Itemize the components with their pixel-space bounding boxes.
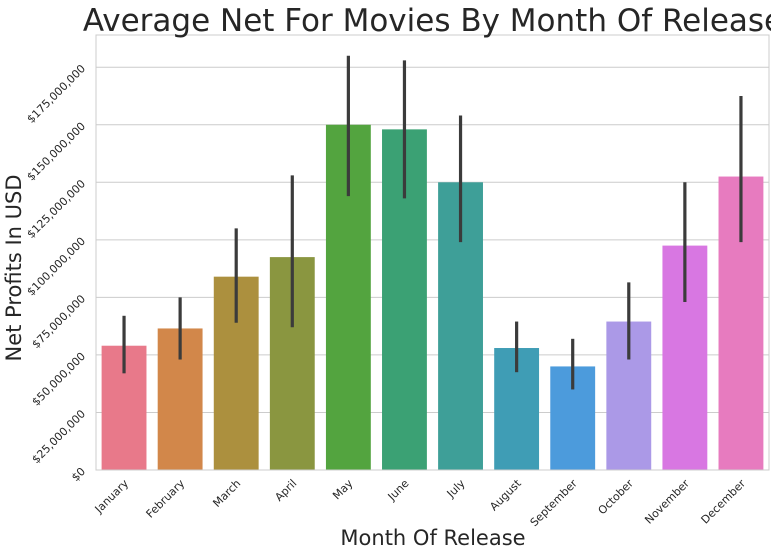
plot-frame (95, 34, 770, 471)
y-tick-label: $0 (69, 465, 88, 484)
x-axis-label: Month Of Release (340, 526, 525, 550)
bars (101, 124, 764, 471)
y-axis-label: Net Profits In USD (2, 175, 26, 362)
x-tick-label: March (210, 477, 243, 510)
x-tick-label: April (272, 477, 299, 504)
x-tick-label: June (385, 477, 412, 504)
x-tick-label: January (92, 477, 132, 517)
y-tick-label: $150,000,000 (24, 120, 88, 184)
y-tick-label: $100,000,000 (24, 235, 88, 299)
x-tick-label: December (699, 477, 749, 527)
x-tick-label: May (330, 477, 356, 503)
error-bars (122, 55, 743, 390)
grid (96, 66, 769, 471)
x-tick-label: November (642, 477, 692, 527)
x-tick-label: August (487, 476, 524, 513)
x-tick-label: October (596, 477, 637, 518)
x-tick-label: September (528, 477, 581, 530)
y-tick-label: $50,000,000 (29, 350, 88, 409)
y-tick-label: $75,000,000 (29, 292, 88, 351)
chart-title: Average Net For Movies By Month Of Relea… (83, 3, 771, 39)
x-axis-ticks: January February March April May June July Augu… (92, 476, 749, 529)
x-tick-label: July (444, 477, 468, 501)
y-axis-ticks: $0$25,000,000$50,000,000$75,000,000$100,… (24, 62, 88, 484)
y-tick-label: $25,000,000 (29, 407, 88, 466)
x-tick-label: February (144, 477, 188, 521)
y-tick-label: $175,000,000 (24, 62, 88, 126)
y-tick-label: $125,000,000 (24, 177, 88, 241)
